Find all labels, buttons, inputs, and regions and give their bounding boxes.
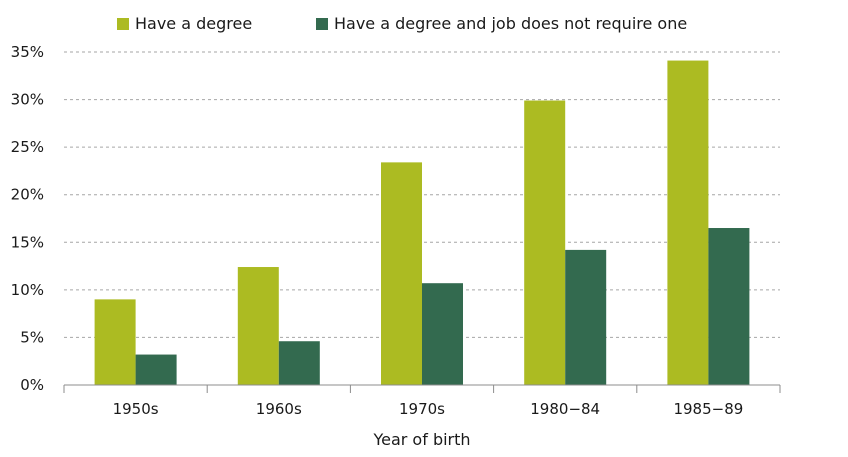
- gridlines: [64, 51, 780, 338]
- x-axis: 1950s 1960s 1970s 1980−84 1985−89: [63, 384, 781, 418]
- x-tick-label: 1980−84: [530, 400, 600, 418]
- y-tick-label: 10%: [11, 281, 44, 299]
- bar-degree-job-not-require: [278, 341, 320, 385]
- bar-have-degree: [237, 267, 279, 385]
- y-axis-ticks: 0% 5% 10% 15% 20% 25% 30% 35%: [11, 43, 44, 394]
- legend-label: Have a degree and job does not require o…: [334, 14, 687, 33]
- bar-degree-job-not-require: [708, 228, 750, 385]
- bar-degree-job-not-require: [565, 249, 607, 385]
- y-tick-label: 25%: [11, 138, 44, 156]
- bar-have-degree: [524, 100, 566, 385]
- bar-have-degree: [381, 162, 422, 385]
- y-tick-label: 15%: [11, 233, 44, 251]
- x-axis-title: Year of birth: [372, 430, 470, 449]
- legend: Have a degree Have a degree and job does …: [117, 14, 687, 33]
- bar-have-degree: [94, 299, 136, 385]
- bar-degree-job-not-require: [135, 354, 177, 385]
- y-tick-label: 20%: [11, 186, 44, 204]
- bars: [94, 60, 750, 385]
- x-tick-label: 1985−89: [673, 400, 743, 418]
- y-tick-label: 5%: [20, 328, 44, 346]
- x-tick-label: 1960s: [256, 400, 302, 418]
- x-tick-label: 1970s: [399, 400, 445, 418]
- legend-swatch: [316, 18, 328, 30]
- y-tick-label: 35%: [11, 43, 44, 61]
- bar-have-degree: [667, 60, 709, 385]
- legend-swatch: [117, 18, 129, 30]
- y-tick-label: 30%: [11, 91, 44, 109]
- y-tick-label: 0%: [20, 376, 44, 394]
- bar-degree-job-not-require: [422, 283, 463, 385]
- legend-label: Have a degree: [135, 14, 252, 33]
- x-tick-label: 1950s: [113, 400, 159, 418]
